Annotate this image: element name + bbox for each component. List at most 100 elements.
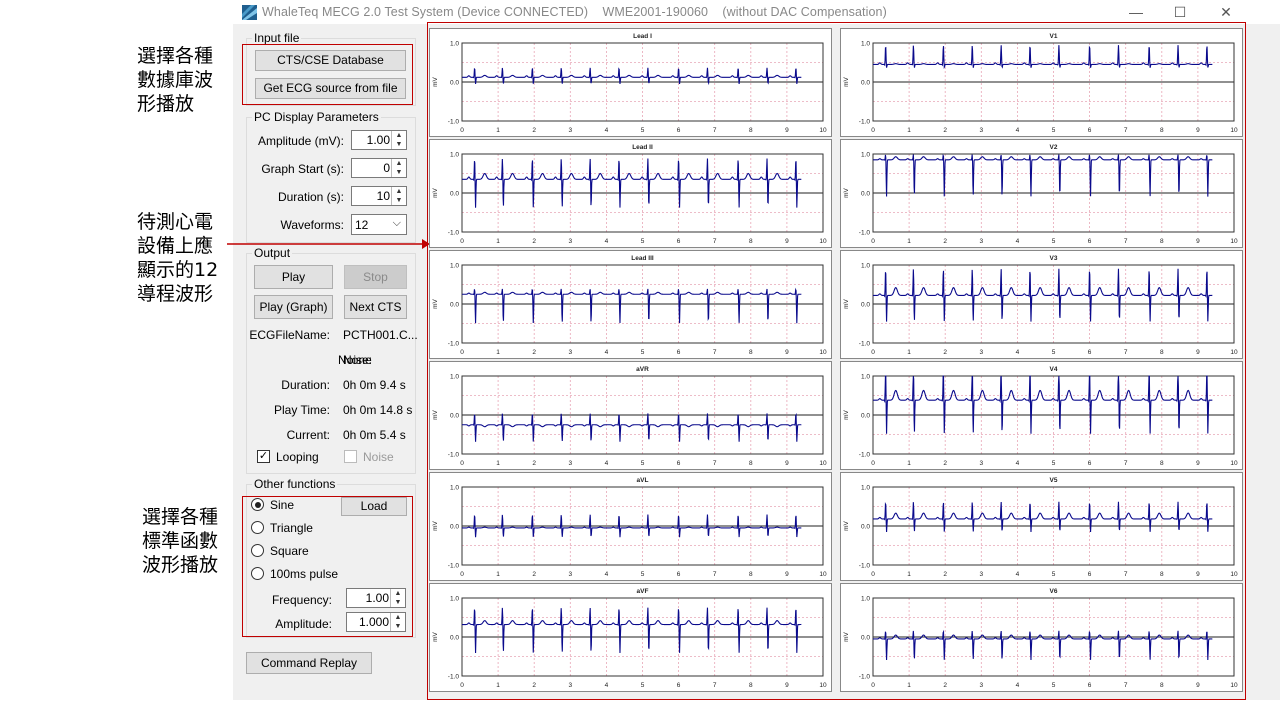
graph-start-value: 0 <box>383 161 390 175</box>
plot-frame <box>872 597 1235 677</box>
ecg-chart-lead-ii: 0 1 2 3 4 5 6 7 8 9 10 1.0 0.0 -1.0 mV Lead II <box>429 139 832 248</box>
ecg-series-line <box>462 412 802 442</box>
square-radio[interactable] <box>251 544 264 557</box>
y-tick-label: 0.0 <box>861 413 870 420</box>
x-tick-label: 6 <box>1088 460 1092 467</box>
duration-spinner[interactable]: 10 ▲ ▼ <box>351 186 407 206</box>
x-tick-label: 2 <box>943 682 947 689</box>
annotation-line: 待測心電 <box>137 211 214 233</box>
command-replay-button[interactable]: Command Replay <box>246 652 372 674</box>
amplitude-spinner[interactable]: 1.00 ▲ ▼ <box>351 130 407 150</box>
stop-button[interactable]: Stop <box>344 265 407 289</box>
x-tick-label: 7 <box>713 349 717 356</box>
frequency-spinner[interactable]: 1.00 ▲ ▼ <box>346 588 406 608</box>
chart-title: aVF <box>637 588 649 595</box>
y-tick-label: -1.0 <box>448 341 460 348</box>
x-tick-label: 10 <box>819 127 827 134</box>
spin-down-icon[interactable]: ▼ <box>394 599 402 606</box>
close-button[interactable]: ✕ <box>1220 4 1232 20</box>
spin-down-icon[interactable]: ▼ <box>395 141 403 148</box>
chart-title: V3 <box>1050 255 1058 262</box>
get-ecg-source-button[interactable]: Get ECG source from file <box>255 78 406 99</box>
x-tick-label: 5 <box>641 571 645 578</box>
y-axis-label: mV <box>432 298 439 308</box>
graph-start-spinner[interactable]: 0 ▲ ▼ <box>351 158 407 178</box>
x-tick-label: 3 <box>979 238 983 245</box>
x-tick-label: 10 <box>1230 682 1238 689</box>
noise-checkbox[interactable] <box>344 450 357 463</box>
spin-up-icon[interactable]: ▲ <box>394 614 402 621</box>
x-tick-label: 5 <box>641 127 645 134</box>
chevron-down-icon: ⌵ <box>392 217 401 229</box>
spin-down-icon[interactable]: ▼ <box>394 623 402 630</box>
spin-up-icon[interactable]: ▲ <box>395 132 403 139</box>
annotation-display: 待測心電 設備上應 顯示的12 導程波形 <box>137 210 218 306</box>
amplitude-label: Amplitude (mV): <box>257 134 344 148</box>
x-tick-label: 10 <box>819 571 827 578</box>
x-tick-label: 8 <box>749 127 753 134</box>
chart-title: Lead I <box>633 33 652 40</box>
spin-up-icon[interactable]: ▲ <box>395 160 403 167</box>
play-button[interactable]: Play <box>254 265 333 289</box>
ecg-series-line <box>462 287 802 324</box>
ecg-series-line <box>873 375 1213 434</box>
maximize-button[interactable]: ☐ <box>1173 4 1187 20</box>
x-tick-label: 10 <box>1230 571 1238 578</box>
play-time-value: 0h 0m 14.8 s <box>343 403 413 417</box>
x-tick-label: 8 <box>749 238 753 245</box>
x-tick-label: 0 <box>871 682 875 689</box>
looping-checkbox[interactable]: ✓ <box>257 450 270 463</box>
pulse-radio[interactable] <box>251 567 264 580</box>
x-tick-label: 6 <box>677 127 681 134</box>
y-tick-label: -1.0 <box>859 230 871 237</box>
sine-radio[interactable] <box>251 498 264 511</box>
duration-param-label: Duration (s): <box>277 190 344 204</box>
y-tick-label: -1.0 <box>859 563 871 570</box>
next-cts-button[interactable]: Next CTS <box>344 295 407 319</box>
noise-checkbox-label: Noise <box>363 450 394 464</box>
y-tick-label: -1.0 <box>859 341 871 348</box>
x-tick-label: 7 <box>713 238 717 245</box>
y-axis-label: mV <box>843 187 850 197</box>
x-tick-label: 3 <box>568 349 572 356</box>
load-button[interactable]: Load <box>341 497 407 516</box>
x-tick-label: 2 <box>532 682 536 689</box>
x-tick-label: 9 <box>785 127 789 134</box>
plot-frame <box>461 486 824 566</box>
x-tick-label: 4 <box>605 349 609 356</box>
spin-down-icon[interactable]: ▼ <box>395 169 403 176</box>
x-tick-label: 7 <box>1124 460 1128 467</box>
x-tick-label: 10 <box>1230 127 1238 134</box>
x-tick-label: 8 <box>749 460 753 467</box>
play-time-label: Play Time: <box>273 403 330 417</box>
spin-up-icon[interactable]: ▲ <box>395 188 403 195</box>
play-graph-button[interactable]: Play (Graph) <box>254 295 333 319</box>
y-axis-label: mV <box>843 520 850 530</box>
x-tick-label: 9 <box>785 460 789 467</box>
minimize-button[interactable]: — <box>1129 4 1143 20</box>
triangle-radio[interactable] <box>251 521 264 534</box>
y-tick-label: 0.0 <box>450 302 459 309</box>
chart-title: V2 <box>1050 144 1058 151</box>
duration-label: Duration: <box>281 378 330 392</box>
plot-frame <box>872 375 1235 455</box>
amplitude-value: 1.00 <box>366 133 390 147</box>
y-tick-label: 1.0 <box>861 374 870 381</box>
ecg-chart-svg: 0 1 2 3 4 5 6 7 8 9 10 1.0 0.0 -1.0 mV Lead III <box>432 255 827 356</box>
cts-cse-database-button[interactable]: CTS/CSE Database <box>255 50 406 71</box>
x-tick-label: 0 <box>871 127 875 134</box>
y-tick-label: 0.0 <box>861 302 870 309</box>
input-file-group <box>246 38 416 106</box>
x-tick-label: 8 <box>749 571 753 578</box>
ecg-series-line <box>462 514 802 538</box>
spin-up-icon[interactable]: ▲ <box>394 590 402 597</box>
ecg-chart-svg: 0 1 2 3 4 5 6 7 8 9 10 1.0 0.0 -1.0 mV V5 <box>843 477 1238 578</box>
fn-amplitude-spinner[interactable]: 1.000 ▲ ▼ <box>346 612 406 632</box>
x-tick-label: 3 <box>568 127 572 134</box>
waveforms-select[interactable]: 12 ⌵ <box>351 214 407 235</box>
y-axis-label: mV <box>432 187 439 197</box>
spin-down-icon[interactable]: ▼ <box>395 197 403 204</box>
y-tick-label: 0.0 <box>450 524 459 531</box>
x-tick-label: 9 <box>1196 127 1200 134</box>
x-tick-label: 8 <box>1160 349 1164 356</box>
